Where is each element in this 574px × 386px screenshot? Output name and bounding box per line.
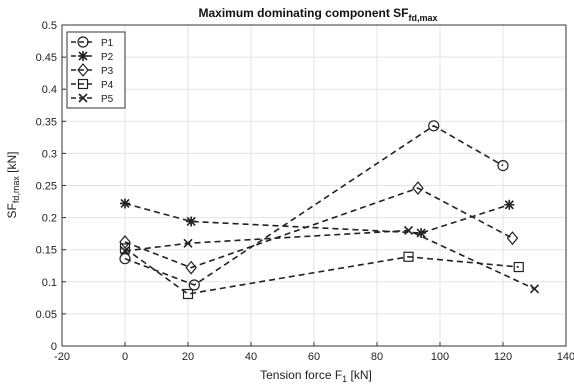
legend-label: P4 (101, 80, 114, 91)
legend-box (66, 31, 126, 109)
x-axis-label-unit: [kN] (347, 368, 372, 382)
legend: P1 P2 P3 P4 P5 (66, 31, 126, 109)
data-point-p5 (403, 225, 414, 236)
series-line-p4 (124, 247, 519, 295)
data-point-p4 (182, 288, 194, 300)
y-tick-label: 0.5 (42, 20, 57, 32)
x-tick-label: -20 (54, 351, 70, 363)
series-p2 (120, 198, 515, 239)
y-tick-label: 0.25 (36, 181, 57, 193)
y-axis-label-subscript: fd,max (11, 176, 21, 204)
legend-item-p2: P2 (71, 51, 114, 63)
y-tick-label: 0 (51, 341, 57, 353)
y-tick-label: 0.35 (36, 116, 57, 128)
x-tick-label: 100 (431, 351, 449, 363)
data-point-p4 (513, 261, 524, 273)
data-point-p2 (504, 199, 515, 210)
data-point-p1 (428, 120, 440, 132)
chart-title-main: Maximum dominating component SF (198, 6, 408, 20)
data-point-p1 (119, 253, 131, 265)
y-tick-label: 0.3 (42, 148, 57, 160)
data-point-p1 (188, 279, 200, 291)
x-ticks: -20 0 20 40 60 80 100 120 140 (54, 342, 574, 363)
legend-marker (78, 93, 88, 103)
y-tick-label: 0.2 (42, 213, 57, 225)
y-tick-label: 0.45 (36, 52, 57, 64)
chart-title: Maximum dominating component SFfd,max (198, 6, 437, 23)
x-axis-label: Tension force F1 [kN] (260, 368, 372, 384)
legend-label: P2 (101, 52, 114, 63)
series-p1 (119, 120, 509, 291)
x-axis-label-main: Tension force F (260, 368, 342, 382)
series-p5 (120, 225, 540, 294)
x-tick-label: 60 (308, 351, 320, 363)
data-point-p2 (416, 228, 427, 239)
y-tick-label: 0.05 (36, 309, 57, 321)
data-point-p5 (529, 284, 540, 294)
data-point-p5 (183, 238, 193, 248)
y-tick-label: 0.4 (42, 84, 57, 96)
y-tick-label: 0.1 (42, 277, 57, 289)
legend-marker (78, 51, 88, 61)
legend-item-p4: P4 (71, 78, 114, 91)
series-group (119, 120, 540, 300)
data-point-p3 (185, 260, 197, 275)
x-tick-label: 0 (122, 351, 128, 363)
data-point-p2 (186, 216, 197, 227)
chart-title-subscript: fd,max (409, 13, 438, 23)
x-tick-label: 20 (182, 351, 194, 363)
x-axis-label-subscript: 1 (342, 374, 347, 384)
data-point-p5 (120, 246, 130, 256)
series-line-p3 (124, 187, 513, 269)
series-line-p2 (124, 202, 510, 234)
y-ticks: 0 0.05 0.1 0.15 0.2 0.25 0.3 0.35 0.4 0.45 0.5 (36, 20, 66, 353)
data-point-p3 (506, 231, 519, 246)
grid (61, 24, 567, 347)
legend-label: P5 (101, 94, 114, 105)
data-point-p4 (119, 243, 131, 254)
y-axis-label-main: SF (5, 203, 19, 218)
legend-item-p3: P3 (71, 63, 114, 77)
series-p3 (119, 181, 519, 275)
legend-label: P3 (101, 66, 114, 77)
legend-item-p5: P5 (71, 93, 114, 105)
x-tick-label: 140 (557, 351, 574, 363)
legend-marker (77, 36, 89, 48)
legend-label: P1 (101, 38, 114, 49)
legend-marker (77, 63, 89, 77)
data-point-p1 (497, 159, 509, 172)
legend-item-p1: P1 (71, 36, 114, 49)
series-line-p1 (124, 124, 504, 286)
data-point-p3 (412, 181, 424, 196)
x-tick-label: 120 (494, 351, 512, 363)
y-axis-label: SFfd,max [kN] (5, 151, 21, 218)
data-point-p2 (120, 198, 130, 209)
data-point-p3 (119, 235, 131, 249)
x-tick-label: 40 (245, 351, 257, 363)
legend-marker (77, 78, 89, 90)
y-tick-label: 0.15 (36, 245, 57, 257)
data-point-p4 (403, 251, 414, 262)
series-p4 (119, 243, 524, 300)
series-line-p5 (124, 229, 535, 290)
x-tick-label: 80 (371, 351, 383, 363)
y-axis-label-unit: [kN] (5, 151, 19, 176)
